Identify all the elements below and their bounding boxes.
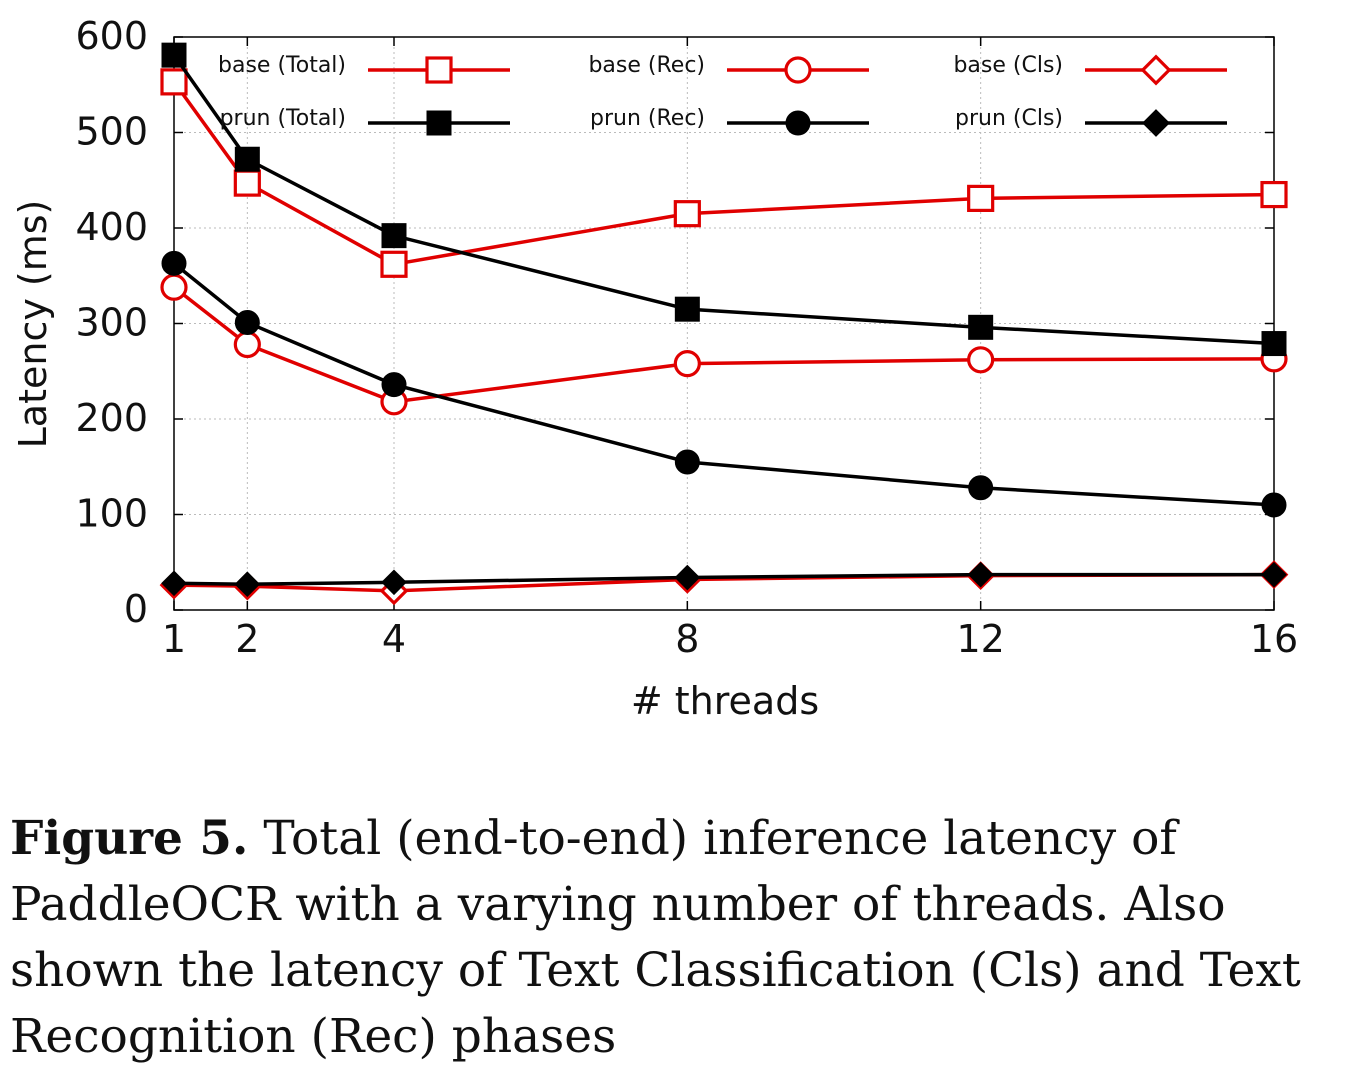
square-marker <box>674 296 700 322</box>
diamond-marker <box>967 561 994 588</box>
legend-entry: prun (Cls) <box>955 106 1227 137</box>
legend-label: prun (Rec) <box>590 106 705 131</box>
square-open-marker <box>160 68 188 96</box>
diamond-marker <box>1261 561 1287 588</box>
circle-open-marker <box>160 273 188 301</box>
square-marker <box>381 223 407 249</box>
series-base-rec <box>160 273 1288 416</box>
square-open-marker <box>425 56 453 84</box>
caption-label: Figure 5. <box>10 811 249 866</box>
circle-marker <box>234 310 260 336</box>
square-open-marker <box>673 200 701 228</box>
series-base-total <box>160 68 1288 278</box>
y-tick-label: 500 <box>75 110 148 154</box>
legend-entry: prun (Rec) <box>590 106 869 136</box>
legend-label: base (Cls) <box>953 53 1063 78</box>
x-tick-label: 16 <box>1250 617 1298 661</box>
legend-entry: base (Rec) <box>588 53 869 84</box>
circle-open-marker <box>784 56 812 84</box>
circle-marker <box>381 372 407 398</box>
circle-open-marker <box>967 346 995 374</box>
circle-marker <box>1261 492 1287 518</box>
x-tick-label: 12 <box>956 617 1004 661</box>
diamond-marker <box>234 571 261 598</box>
legend-entry: base (Cls) <box>953 53 1227 86</box>
series-line <box>172 285 1275 404</box>
x-tick-label: 8 <box>675 617 699 661</box>
series-line <box>172 261 1275 507</box>
diamond-marker <box>1142 109 1170 137</box>
y-tick-label: 0 <box>124 587 148 631</box>
square-open-marker <box>1260 180 1288 209</box>
y-tick-label: 100 <box>75 492 148 536</box>
figure-caption: Figure 5. Total (end-to-end) inference l… <box>10 806 1355 1070</box>
legend-entry: prun (Total) <box>220 106 510 136</box>
series-prun-total <box>161 42 1287 357</box>
y-axis-title: Latency (ms) <box>11 200 55 449</box>
y-tick-label: 300 <box>75 301 148 345</box>
square-marker <box>234 146 260 172</box>
square-marker <box>968 314 994 340</box>
x-tick-label: 4 <box>382 617 406 661</box>
y-tick-label: 400 <box>75 205 148 249</box>
legend-label: base (Total) <box>218 53 346 78</box>
legend: base (Total) base (Rec) base (Cls) prun (To… <box>218 53 1227 137</box>
legend-label: base (Rec) <box>588 53 705 78</box>
series-line <box>172 54 1275 346</box>
circle-open-marker <box>673 350 701 378</box>
circle-marker <box>674 449 700 475</box>
series <box>159 42 1289 606</box>
caption-text: Total (end-to-end) inference latency of … <box>10 811 1301 1064</box>
circle-marker <box>785 110 811 136</box>
circle-open-marker <box>233 330 261 359</box>
series-prun-cls <box>161 561 1287 598</box>
square-open-marker <box>233 169 261 197</box>
square-marker <box>1261 331 1287 357</box>
diamond-marker <box>674 564 701 591</box>
diamond-marker <box>381 569 407 596</box>
legend-label: prun (Total) <box>220 106 346 131</box>
square-open-marker <box>967 184 995 212</box>
y-tick-label: 200 <box>75 396 148 440</box>
square-marker <box>161 42 187 68</box>
legend-label: prun (Cls) <box>955 106 1063 131</box>
diamond-open-marker <box>1140 54 1172 86</box>
square-marker <box>426 110 452 136</box>
x-tick-label: 1 <box>162 617 186 661</box>
x-tick-label: 2 <box>235 617 259 661</box>
legend-entry: base (Total) <box>218 53 510 84</box>
y-tick-label: 600 <box>75 14 148 58</box>
circle-marker <box>161 250 187 276</box>
circle-marker <box>968 475 994 501</box>
square-open-marker <box>380 250 408 278</box>
series-prun-rec <box>161 250 1287 518</box>
x-axis-title: # threads <box>631 679 819 723</box>
diamond-marker <box>161 570 187 597</box>
